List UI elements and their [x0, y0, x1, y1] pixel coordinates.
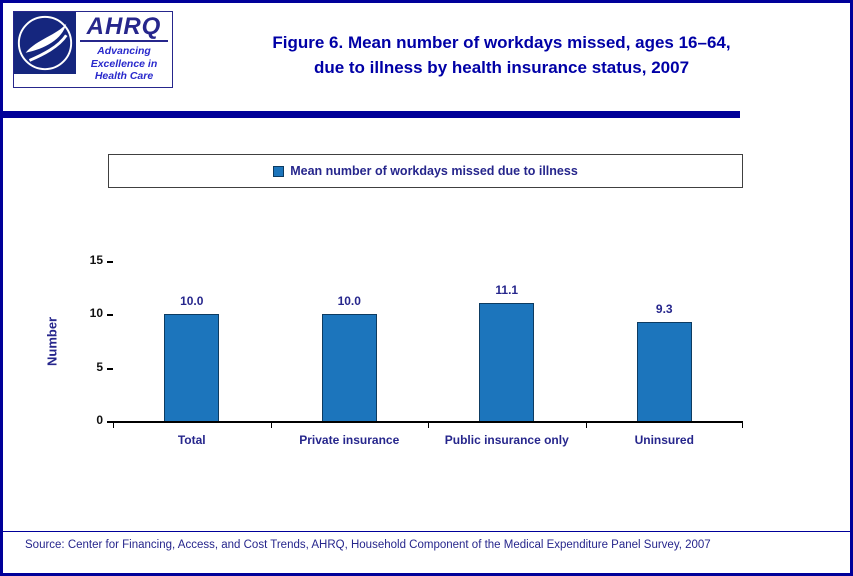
x-tick-mark: [270, 423, 272, 428]
y-tick-mark: [107, 367, 113, 370]
x-category-label: Uninsured: [634, 433, 694, 447]
chart-legend: Mean number of workdays missed due to il…: [108, 154, 743, 188]
ahrq-wordmark-box: AHRQ Advancing Excellence in Health Care: [76, 12, 172, 87]
x-category-label: Private insurance: [299, 433, 400, 447]
bar: [321, 314, 377, 421]
bar: [636, 321, 692, 421]
bar: [479, 302, 535, 421]
legend-square-icon: [273, 165, 285, 177]
bar: [164, 314, 220, 421]
header-divider: [3, 111, 740, 118]
y-tick-label: 5: [96, 359, 103, 374]
x-tick-mark: [113, 423, 114, 428]
bar-value-label: 10.0: [337, 294, 361, 309]
x-tick-mark: [585, 423, 587, 428]
y-tick-mark: [107, 261, 113, 263]
ahrq-tagline: Advancing Excellence in Health Care: [80, 45, 168, 83]
ahrq-logo: AHRQ Advancing Excellence in Health Care: [13, 11, 173, 88]
ahrq-tagline-line2: Excellence in: [90, 57, 158, 70]
x-category-label: Public insurance only: [444, 433, 569, 447]
source-note: Source: Center for Financing, Access, an…: [25, 539, 711, 551]
y-tick-mark: [107, 421, 113, 423]
bar-value-label: 9.3: [655, 301, 673, 316]
bar-value-label: 10.0: [180, 294, 204, 309]
legend-label: Mean number of workdays missed due to il…: [290, 164, 578, 178]
x-tick-mark: [428, 423, 429, 428]
ahrq-tagline-line3: Health Care: [94, 70, 154, 83]
ahrq-tagline-line1: Advancing: [97, 45, 151, 58]
y-tick-label: 0: [96, 413, 103, 427]
y-tick-label: 15: [89, 253, 103, 267]
y-tick-mark: [107, 314, 113, 317]
x-category-label: Total: [177, 433, 206, 447]
y-axis-title: Number: [44, 316, 60, 366]
figure-title: Figure 6. Mean number of workdays missed…: [178, 31, 825, 80]
y-tick-label: 10: [89, 306, 103, 321]
hhs-seal-icon: [14, 12, 76, 74]
bar-value-label: 11.1: [495, 282, 519, 297]
plot-area: 0 5 10 15 10.0 Total 10.0 Private insurance 11.1…: [90, 253, 743, 447]
x-tick-mark: [742, 423, 743, 428]
footer-divider: [3, 531, 850, 532]
figure-title-line2: due to illness by health insurance statu…: [313, 57, 690, 77]
ahrq-acronym: AHRQ: [80, 14, 168, 43]
figure-title-line1: Figure 6. Mean number of workdays missed…: [272, 33, 731, 52]
